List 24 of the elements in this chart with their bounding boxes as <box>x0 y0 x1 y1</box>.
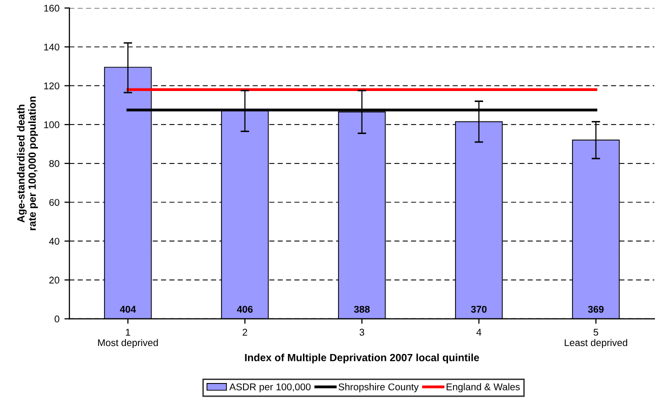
y-tick-label: 60 <box>49 198 60 206</box>
x-tick-label: 5 Least deprived <box>564 328 628 348</box>
x-axis-title: Index of Multiple Deprivation 2007 local quintile <box>245 354 480 364</box>
x-tick-label: 1 Most deprived <box>98 328 158 348</box>
x-tick-label: 3 <box>360 328 364 336</box>
legend-label: ASDR per 100,000 <box>229 383 311 392</box>
y-tick-label: 40 <box>49 238 60 245</box>
y-tick-label: 140 <box>44 44 60 50</box>
x-tick-label: 2 <box>242 328 248 336</box>
y-tick-label: 0 <box>54 316 60 322</box>
legend-label: England & Wales <box>446 383 520 392</box>
annotation: 370 <box>471 306 487 313</box>
y-tick-label: 120 <box>44 82 60 90</box>
annotation: 388 <box>354 306 370 313</box>
y-axis-title: Age-standardised death rate per 100,000 population <box>16 96 38 230</box>
annotation: 369 <box>588 306 604 313</box>
y-tick-label: 100 <box>44 121 60 128</box>
y-tick-label: 160 <box>44 4 60 12</box>
y-tick-label: 20 <box>49 276 60 284</box>
annotation: 404 <box>120 306 136 313</box>
legend-label: Shropshire County <box>338 383 419 392</box>
annotation: 406 <box>236 306 253 313</box>
y-tick-label: 80 <box>49 160 60 168</box>
x-tick-label: 4 <box>476 328 482 336</box>
